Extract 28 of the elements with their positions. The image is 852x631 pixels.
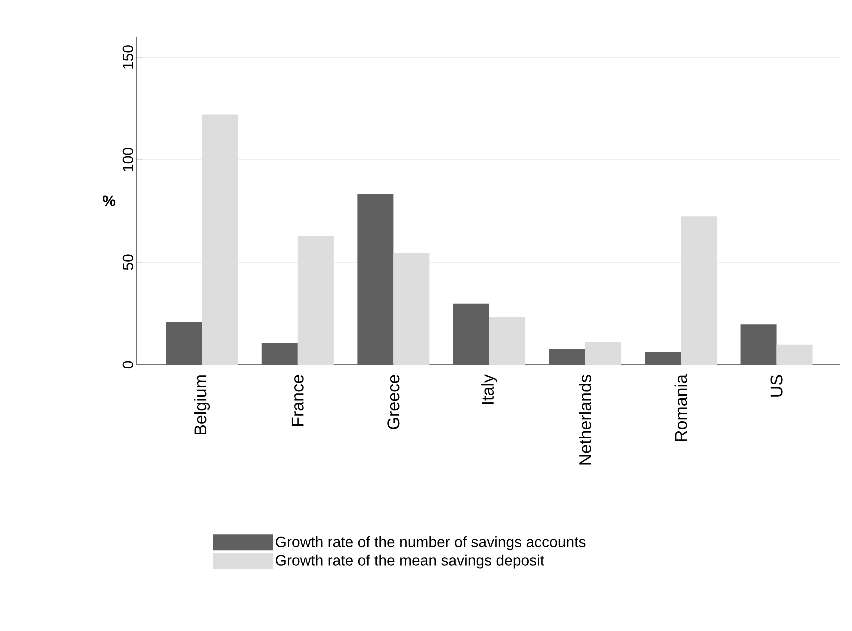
bar (453, 304, 490, 365)
y-tick-label: 100 (122, 148, 134, 172)
bar (489, 317, 526, 365)
x-tick-label: Greece (388, 375, 400, 430)
bar (262, 343, 298, 365)
bar (202, 114, 238, 365)
x-tick-label: Romania (674, 374, 688, 442)
y-tick-label: 0 (122, 361, 134, 369)
bar (645, 352, 682, 365)
x-tick-label: Netherlands (579, 375, 592, 465)
bar (549, 349, 586, 365)
bar (394, 253, 430, 365)
bar (585, 342, 622, 365)
x-tick-label: Italy (482, 374, 498, 404)
y-tick-label: 150 (122, 46, 134, 69)
x-tick-label: France (292, 375, 304, 426)
legend-label: Growth rate of the mean savings deposit (276, 554, 544, 569)
x-tick-label: Belgium (194, 376, 210, 435)
x-tick-label: US (770, 375, 783, 397)
legend-label: Growth rate of the number of savings accounts (276, 536, 586, 550)
bar (740, 324, 777, 365)
y-tick-label: 50 (122, 254, 134, 270)
bar (298, 236, 334, 365)
bar (358, 194, 394, 365)
bar (166, 322, 202, 365)
bar (681, 216, 718, 365)
y-axis-title: % (103, 196, 116, 206)
bar (776, 344, 813, 365)
